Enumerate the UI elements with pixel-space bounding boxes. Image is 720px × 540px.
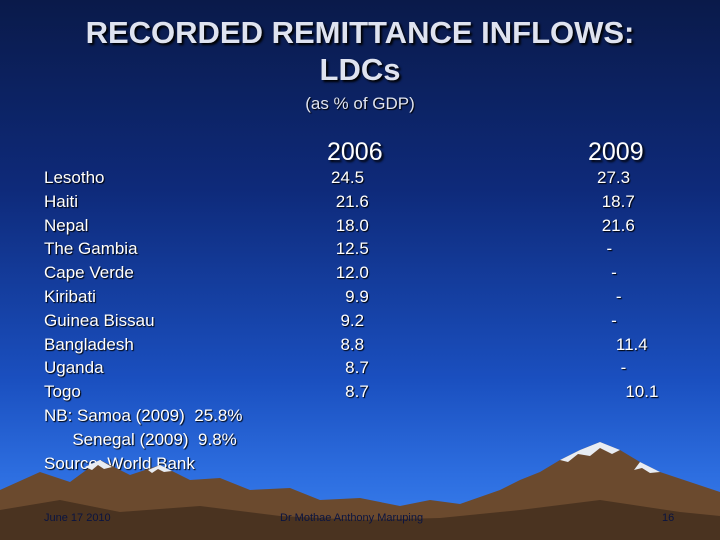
value-2006: 24.5 [331,168,365,187]
footer-author: Dr Mothae Anthony Maruping [280,512,424,524]
country-name: Nepal [44,215,89,235]
value-2009: 18.7 [597,191,635,211]
mountain-range-decoration [0,442,720,540]
value-2009: - [597,263,617,283]
title-line-2: LDCs [319,52,401,87]
values-2009: 27.3 18.7 21.6 - - - - 11.4 - 10.1 [597,166,658,404]
country-name: Kiribati [44,286,96,306]
value-2006: 8.7 [331,382,369,402]
note-samoa: NB: Samoa (2009) 25.8% [44,405,243,425]
country-name: Lesotho [44,168,105,187]
value-2006: 8.8 [331,334,365,354]
value-2009: 27.3 [597,168,631,187]
page-number: 16 [662,512,675,524]
snow-cap [85,460,112,470]
value-2009: - [597,239,613,259]
footer-date: June 17 2010 [44,512,111,524]
country-name: Bangladesh [44,334,134,354]
values-2006: 24.5 21.6 18.0 12.5 12.0 9.9 9.2 8.8 8.7… [331,166,369,404]
value-2009: 10.1 [597,382,659,402]
value-2006: 9.9 [331,286,369,306]
country-name: Uganda [44,358,104,378]
value-2009: - [597,310,617,330]
slide-title: RECORDED REMITTANCE INFLOWS: LDCs [0,14,720,88]
value-2006: 12.0 [331,263,369,283]
country-name: Haiti [44,191,79,211]
title-line-1: RECORDED REMITTANCE INFLOWS: [85,15,635,50]
country-name: Guinea Bissau [44,310,155,330]
country-name: Togo [44,382,81,402]
slide-subtitle: (as % of GDP) [305,94,415,113]
country-name: Cape Verde [44,263,134,283]
value-2009: - [597,358,627,378]
value-2006: 8.7 [331,358,369,378]
value-2006: 21.6 [331,191,369,211]
country-name: The Gambia [44,239,138,259]
mountain-shadow [0,500,720,540]
value-2009: - [597,286,622,306]
value-2009: 21.6 [597,215,635,235]
column-header-2009: 2009 [588,138,644,166]
note-senegal: Senegal (2009) 9.8% [44,429,237,449]
country-list: Lesotho Haiti Nepal The Gambia Cape Verd… [44,166,242,475]
value-2006: 12.5 [331,239,369,259]
snow-cap [148,465,172,473]
value-2006: 9.2 [331,310,365,330]
value-2006: 18.0 [331,215,369,235]
value-2009: 11.4 [597,334,648,354]
snow-cap [634,462,660,473]
snow-cap [560,442,620,462]
column-header-2006: 2006 [327,138,383,166]
